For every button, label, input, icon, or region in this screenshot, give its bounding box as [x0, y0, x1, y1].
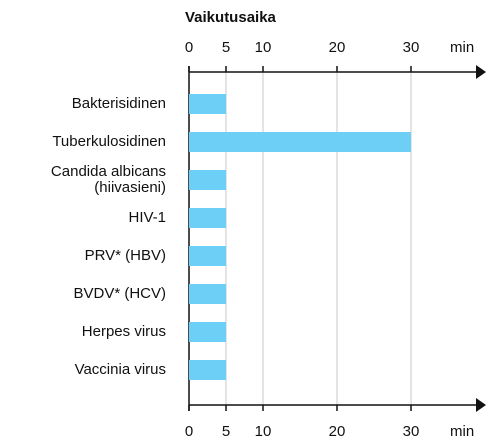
- y-tick-label: Tuberkulosidinen: [52, 133, 166, 150]
- bar: [189, 208, 226, 228]
- y-tick-label: HIV-1: [128, 209, 166, 226]
- x-tick-label: 5: [222, 39, 230, 56]
- y-tick-label: Vaccinia virus: [74, 361, 166, 378]
- y-tick-label: BVDV* (HCV): [73, 285, 166, 302]
- x-tick-label: 10: [255, 423, 272, 440]
- x-axis-label: min: [450, 39, 474, 56]
- bar: [189, 246, 226, 266]
- x-tick-label: 30: [403, 39, 420, 56]
- axis-arrow: [476, 65, 486, 79]
- chart-title: Vaikutusaika: [185, 9, 277, 26]
- x-tick-label: 20: [329, 423, 346, 440]
- x-tick-label: 0: [185, 423, 193, 440]
- y-tick-label: PRV* (HBV): [84, 247, 166, 264]
- axis-arrow: [476, 398, 486, 412]
- x-tick-label: 0: [185, 39, 193, 56]
- x-tick-label: 30: [403, 423, 420, 440]
- x-tick-label: 10: [255, 39, 272, 56]
- y-tick-label: Candida albicans (hiivasieni): [50, 163, 166, 196]
- y-tick-label: Herpes virus: [81, 323, 166, 340]
- bar: [189, 94, 226, 114]
- bar: [189, 284, 226, 304]
- bar: [189, 322, 226, 342]
- x-tick-label: 20: [329, 39, 346, 56]
- x-tick-label: 5: [222, 423, 230, 440]
- bar: [189, 132, 411, 152]
- y-tick-label: Bakterisidinen: [71, 95, 166, 112]
- bar: [189, 170, 226, 190]
- x-axis-label: min: [450, 423, 474, 440]
- bar: [189, 360, 226, 380]
